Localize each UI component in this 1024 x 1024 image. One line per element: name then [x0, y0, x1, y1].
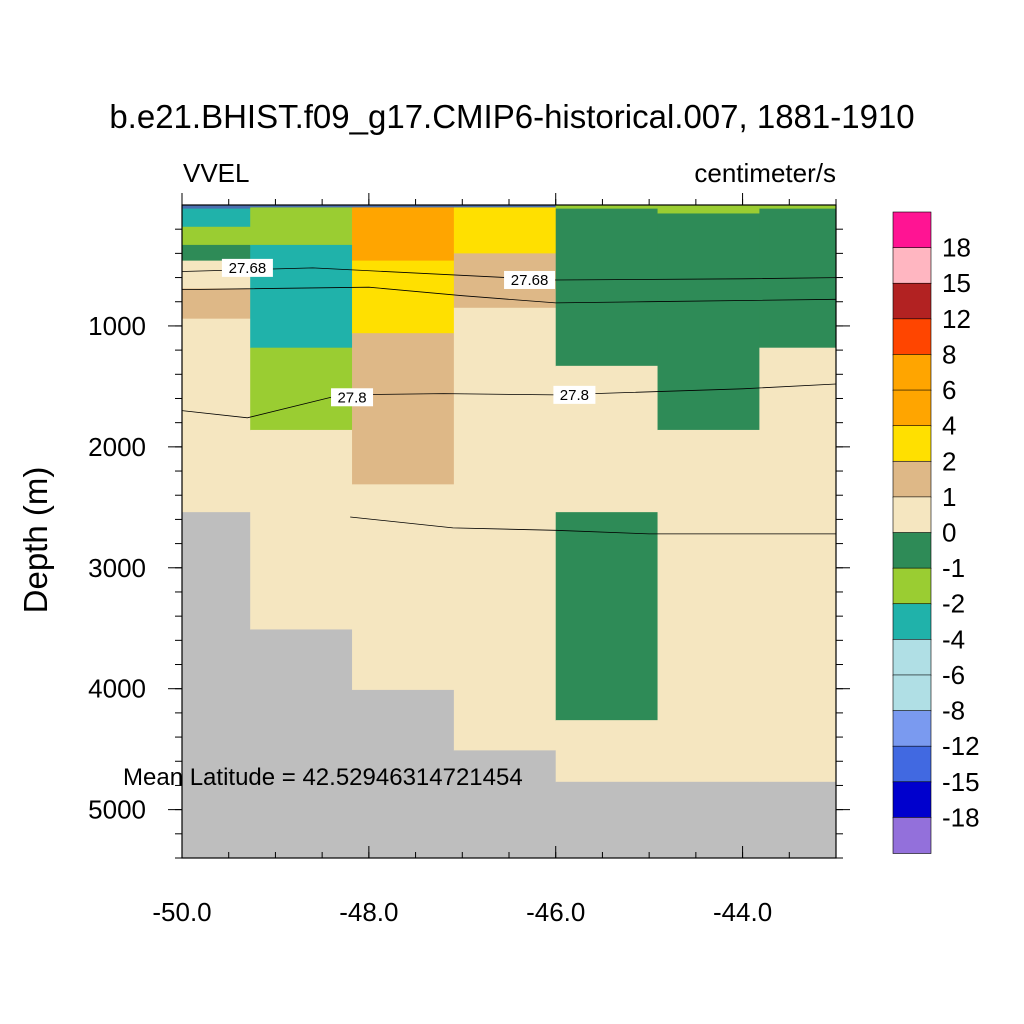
contour-label-bg: [221, 258, 273, 277]
units-label: centimeter/s: [694, 158, 836, 188]
colorbar-label: 18: [942, 233, 971, 263]
colorbar-label: -15: [942, 767, 980, 797]
colorbar-swatch: [892, 639, 932, 676]
colorbar-label: 12: [942, 304, 971, 334]
colorbar-swatch: [892, 425, 932, 463]
heatmap-cell: [759, 347, 837, 783]
x-tick-label: -46.0: [526, 897, 585, 927]
heatmap-cells: [182, 205, 837, 859]
heatmap-cell: [555, 781, 659, 859]
contour-lines: 27.68 27.68 27.8 27.8: [181, 258, 837, 535]
heatmap-cell: [182, 318, 251, 513]
contour-label: 27.68: [229, 260, 267, 277]
heatmap-cell: [352, 333, 455, 485]
colorbar-swatch: [892, 211, 932, 249]
variable-label: VVEL: [183, 158, 250, 188]
x-tick-label: -48.0: [339, 897, 398, 927]
y-tick-label: 2000: [88, 432, 146, 462]
heatmap-cell: [352, 205, 455, 208]
colorbar-swatch: [892, 674, 932, 712]
heatmap-cell: [453, 207, 557, 254]
colorbar-label: -8: [942, 696, 965, 726]
colorbar-swatch: [892, 282, 932, 320]
contour-label: 27.8: [337, 389, 366, 406]
colorbar-label: 15: [942, 268, 971, 298]
contour-label: 27.68: [511, 272, 549, 289]
contour-label: 27.8: [560, 387, 589, 404]
heatmap-cell: [657, 213, 760, 431]
colorbar-swatch: [892, 354, 932, 391]
colorbar-swatch: [892, 567, 932, 605]
colorbar-label: -2: [942, 589, 965, 619]
x-tick-label: -44.0: [713, 897, 772, 927]
heatmap-cell: [250, 207, 353, 246]
heatmap-cell: [250, 205, 353, 208]
y-tick-label: 5000: [88, 795, 146, 825]
colorbar-label: -18: [942, 802, 980, 832]
heatmap-cell: [352, 260, 455, 334]
heatmap-cell: [182, 205, 251, 210]
heatmap-cell: [657, 781, 760, 859]
heatmap-cell: [555, 205, 659, 210]
colorbar-swatch: [892, 781, 932, 819]
colorbar-label: 6: [942, 375, 956, 405]
colorbar-swatch: [892, 603, 932, 641]
heatmap-cell: [250, 429, 353, 630]
contour-line: [181, 286, 837, 304]
heatmap-cell: [555, 208, 659, 367]
colorbar-label: 4: [942, 411, 956, 441]
y-tick-label: 1000: [88, 311, 146, 341]
axis-ticks: -50.0 -48.0 -46.0 -44.0 1000 2000 3000 4000 5000: [88, 193, 850, 927]
heatmap-cell: [352, 207, 455, 262]
colorbar-swatch: [892, 389, 932, 427]
colorbar: 18 15 12 8 6 4 2 1 0 -1 -2 -4 -6 -8 -12 -15 -18: [892, 211, 980, 854]
contour-line: [181, 383, 837, 419]
colorbar-swatch: [892, 460, 932, 498]
heatmap-cell: [182, 244, 251, 262]
colorbar-label: 1: [942, 482, 956, 512]
colorbar-label: -1: [942, 553, 965, 583]
heatmap-cell: [657, 429, 760, 783]
y-tick-label: 3000: [88, 553, 146, 583]
heatmap-cell: [759, 781, 837, 859]
heatmap-cell: [555, 720, 659, 783]
heatmap-cell: [759, 205, 837, 210]
colorbar-swatch: [892, 496, 932, 534]
colorbar-swatch: [892, 318, 932, 356]
contour-line: [350, 516, 836, 535]
colorbar-label: 2: [942, 446, 956, 476]
colorbar-swatch: [892, 745, 932, 783]
heatmap-cell: [182, 208, 251, 228]
colorbar-swatch: [892, 532, 932, 569]
colorbar-label: 8: [942, 339, 956, 369]
heatmap-cell: [555, 512, 659, 721]
contour-label-bg: [331, 388, 374, 407]
colorbar-label: -4: [942, 624, 965, 654]
contour-label-bg: [553, 385, 596, 404]
heatmap-cell: [453, 205, 557, 208]
colorbar-swatch: [892, 710, 932, 747]
colorbar-label: 0: [942, 518, 956, 548]
chart-title: b.e21.BHIST.f09_g17.CMIP6-historical.007…: [109, 98, 915, 135]
heatmap-cell: [352, 484, 455, 691]
heatmap-cell: [250, 629, 353, 859]
heatmap-cell: [453, 750, 557, 859]
contour-label-bg: [504, 270, 556, 289]
heatmap-cell: [182, 288, 251, 320]
heatmap-cell: [657, 205, 760, 214]
heatmap-cell: [182, 512, 251, 859]
colorbar-label: -12: [942, 731, 980, 761]
heatmap-cell: [182, 226, 251, 246]
heatmap-cell: [352, 689, 455, 859]
x-tick-label: -50.0: [152, 897, 211, 927]
colorbar-swatch: [892, 247, 932, 285]
mean-latitude-note: Mean Latitude = 42.52946314721454: [123, 764, 523, 791]
colorbar-label: -6: [942, 660, 965, 690]
y-tick-label: 4000: [88, 674, 146, 704]
colorbar-swatch: [892, 817, 932, 854]
